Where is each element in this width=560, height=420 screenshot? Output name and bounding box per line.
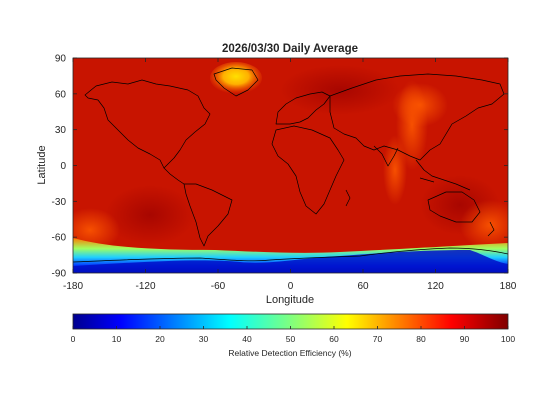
colorbar-tick-label: 20 xyxy=(155,334,165,344)
coastline-greenland xyxy=(213,67,259,97)
high-efficiency-region xyxy=(280,65,400,115)
map-plot-area xyxy=(73,58,508,273)
y-tick-label: 30 xyxy=(55,125,67,136)
high-efficiency-region xyxy=(105,185,195,245)
y-axis: 90 60 30 0 -30 -60 -90 xyxy=(52,54,508,280)
y-axis-label: Latitude xyxy=(36,145,48,184)
colorbar: 0 10 20 30 40 50 60 70 80 90 100 Relative Detectio… xyxy=(71,313,515,358)
x-tick-label: -60 xyxy=(211,281,226,292)
coastline-southeast-asia xyxy=(415,159,471,191)
x-tick-label: 60 xyxy=(357,281,369,292)
medium-efficiency-region xyxy=(383,135,407,205)
greenland-low-efficiency-region xyxy=(210,62,262,94)
coastline-north-america xyxy=(84,79,211,169)
colorbar-ticks: 0 10 20 30 40 50 60 70 80 90 100 xyxy=(71,326,515,344)
colorbar-tick-label: 70 xyxy=(373,334,383,344)
x-tick-label: -180 xyxy=(63,281,83,292)
y-tick-label: 0 xyxy=(60,161,66,172)
y-tick-label: -30 xyxy=(52,197,67,208)
colorbar-tick-label: 30 xyxy=(199,334,209,344)
y-tick-label: -90 xyxy=(52,269,67,280)
y-tick-label: -60 xyxy=(52,233,67,244)
colorbar-tick-label: 40 xyxy=(242,334,252,344)
coastline-south-america xyxy=(183,183,233,247)
coastline-antarctica xyxy=(73,247,508,263)
colorbar-label: Relative Detection Efficiency (%) xyxy=(228,348,351,358)
coastline-africa xyxy=(271,125,345,215)
x-axis: -180 -120 -60 0 60 120 180 xyxy=(63,58,517,292)
colorbar-tick-label: 10 xyxy=(112,334,122,344)
colorbar-tick-label: 60 xyxy=(329,334,339,344)
coastline-new-zealand xyxy=(487,221,495,237)
colorbar-tick-label: 0 xyxy=(71,334,76,344)
y-tick-label: 60 xyxy=(55,89,67,100)
antarctic-low-efficiency-core xyxy=(73,250,508,273)
x-tick-label: 180 xyxy=(500,281,517,292)
x-tick-label: 120 xyxy=(427,281,444,292)
coastline-asia xyxy=(329,73,505,161)
medium-efficiency-region xyxy=(392,83,448,127)
x-tick-label: -120 xyxy=(135,281,155,292)
medium-efficiency-region xyxy=(460,200,508,250)
coastlines xyxy=(73,67,508,263)
y-tick-label: 90 xyxy=(55,54,67,65)
coastline-madagascar xyxy=(345,189,351,207)
x-axis-label: Longitude xyxy=(266,294,314,306)
colorbar-tick-label: 50 xyxy=(286,334,296,344)
x-tick-label: 0 xyxy=(288,281,294,292)
coastline-india xyxy=(373,145,399,167)
colorbar-tick-label: 100 xyxy=(501,334,515,344)
coastline-australia xyxy=(427,191,481,223)
map-title: 2026/03/30 Daily Average xyxy=(222,43,358,55)
colorbar-tick-label: 90 xyxy=(460,334,470,344)
colorbar-tick-label: 80 xyxy=(416,334,426,344)
coastline-central-america xyxy=(163,167,185,185)
